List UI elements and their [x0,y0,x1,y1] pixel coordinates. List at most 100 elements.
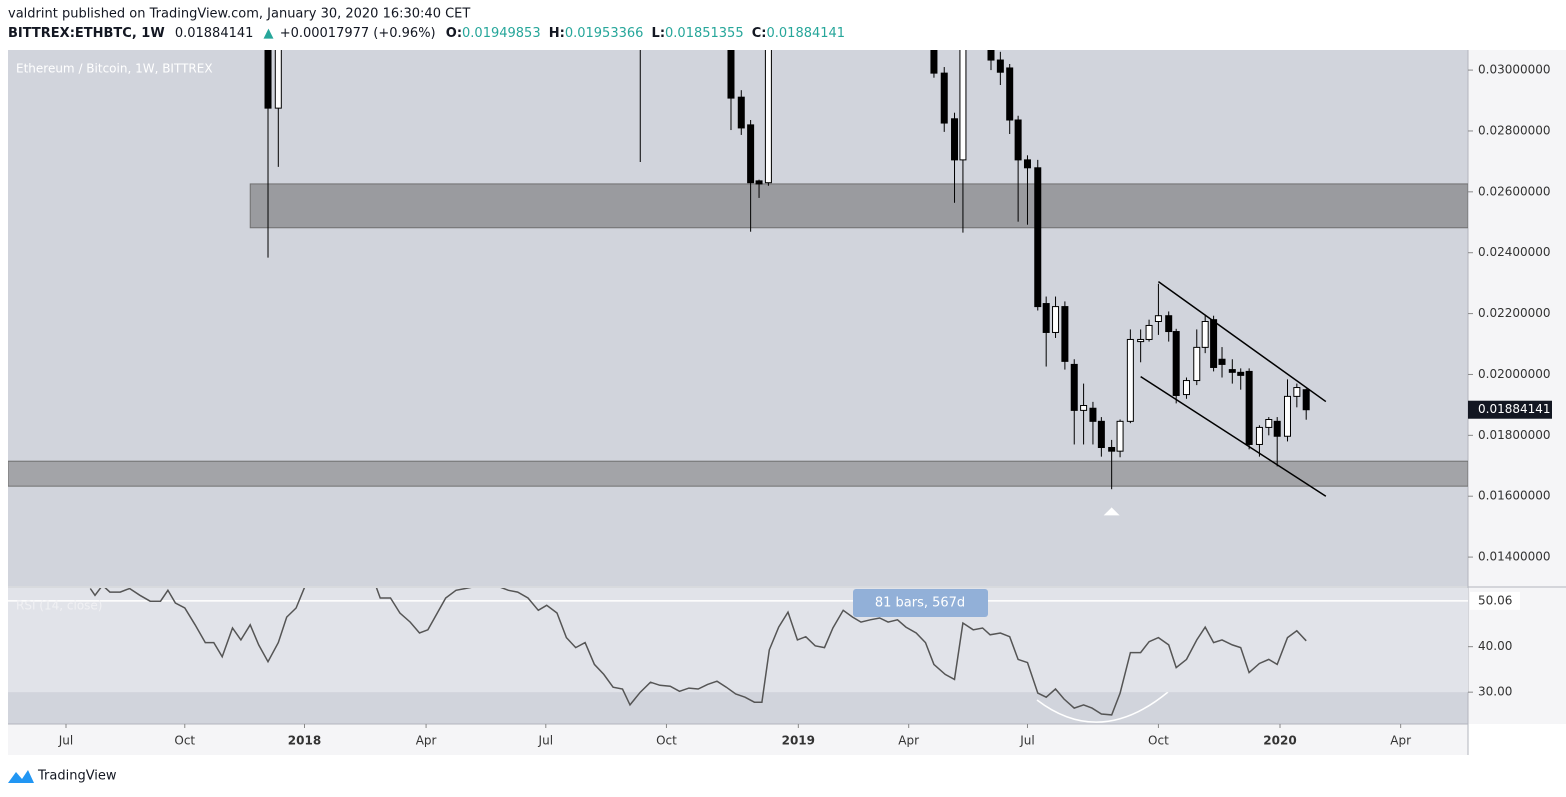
ohlc-label: O: [446,26,462,41]
candle-body [1228,369,1236,373]
main-plot [8,50,1468,516]
candle-body [1126,338,1134,422]
header-quote: BITTREX:ETHBTC, 1W 0.01884141 ▲ +0.00017… [8,26,845,41]
trendline [1140,375,1327,497]
rsi-legend: RSI (14, close) [16,599,102,613]
candle-body [1052,306,1060,333]
author-line: valdrint published on TradingView.com, J… [8,7,470,22]
price-axis [1468,50,1566,724]
x-tick-label: Apr [416,734,437,748]
candle-body [1293,387,1301,397]
candle-body [959,50,967,161]
candle-body [1089,407,1097,422]
logo-icon [8,770,34,783]
candle-body [1255,426,1263,445]
candle-body [1137,338,1145,343]
pattern-arc [1036,691,1169,723]
x-tick-label: Jul [1019,734,1034,748]
zone [8,460,1468,487]
candle-body [1283,395,1291,437]
price-tag-label: 0.01884141 [1478,402,1551,416]
main-pane [8,50,1468,586]
candle-body [1237,371,1245,376]
rsi-level-tag [1470,591,1520,610]
y-tick-label: 40.00 [1478,639,1512,653]
y-tick-label: 0.02800000 [1478,123,1551,137]
y-tick-label: 0.01600000 [1478,489,1551,503]
x-tick-label: Apr [1390,734,1411,748]
rsi-level-label: 50.06 [1478,593,1512,607]
x-tick-label: Apr [898,734,919,748]
candle-body [1245,370,1253,445]
y-tick-label: 0.01800000 [1478,428,1551,442]
change: +0.00017977 (+0.96%) [280,26,436,41]
rsi-line [89,588,1307,716]
candle-body [755,180,763,185]
candle-body [1273,420,1281,437]
y-tick-label: 0.02200000 [1478,306,1551,320]
candle-body [1154,315,1162,323]
measure-box [853,589,988,617]
ohlc-label: C: [752,26,767,41]
candle-body [264,50,272,109]
measure-label: 81 bars, 567d [875,596,965,611]
candle-body [727,50,735,99]
ohlc-value: 0.01953366 [565,26,644,41]
candle-body [1182,380,1190,396]
symbol: BITTREX:ETHBTC, 1W [8,26,165,41]
candle-body [1172,331,1180,396]
candle-body [1042,303,1050,333]
x-tick-label: 2018 [288,734,321,748]
main-legend: Ethereum / Bitcoin, 1W, BITTREX [16,62,213,76]
x-tick-label: Oct [174,734,195,748]
candle-body [1070,363,1078,411]
candle-body [1302,389,1310,411]
x-tick-label: Oct [1148,734,1169,748]
candle-body [1108,447,1116,452]
candle-body [1201,321,1209,348]
ohlc-label: L: [652,26,665,41]
candle-body [274,50,282,109]
brand-logo [8,770,34,783]
candle-body [764,50,772,184]
y-tick-label: 0.02400000 [1478,245,1551,259]
candle-body [1061,306,1069,362]
y-tick-label: 0.03000000 [1478,63,1551,77]
y-tick-label: 0.02000000 [1478,367,1551,381]
candle-body [1097,420,1105,449]
trendline [1157,281,1327,403]
y-tick-label: 0.01400000 [1478,550,1551,564]
candle-body [737,96,745,129]
ohlc-value: 0.01884141 [767,26,846,41]
ohlc-value: 0.01851355 [665,26,744,41]
candle-body [1165,315,1173,333]
candle-body [940,72,948,124]
price-tag [1468,400,1552,419]
candle-body [1265,419,1273,428]
y-tick-label: 30.00 [1478,685,1512,699]
axes: 0.01400000 0.01600000 0.01800000 0.02000000… [58,63,1552,748]
candle-body [1210,319,1218,368]
candle-body [1145,324,1153,340]
x-tick-label: 2019 [782,734,815,748]
y-tick-label: 0.02600000 [1478,184,1551,198]
candle-body [987,50,995,61]
candle-body [1193,346,1201,382]
candle-body [996,59,1004,73]
candle-body [747,124,755,184]
candle-body [1006,67,1014,121]
rsi-plot [8,588,1468,723]
x-tick-label: Jul [538,734,553,748]
x-tick-label: 2020 [1263,734,1296,748]
x-tick-label: Oct [656,734,677,748]
brand: TradingView [37,769,117,784]
rsi-band [8,588,1468,693]
zone [249,183,1468,229]
last-price: 0.01884141 [175,26,254,41]
time-axis [8,724,1468,755]
candle-body [1014,119,1022,161]
candle-body [1116,420,1124,452]
candle-body [1023,159,1031,169]
